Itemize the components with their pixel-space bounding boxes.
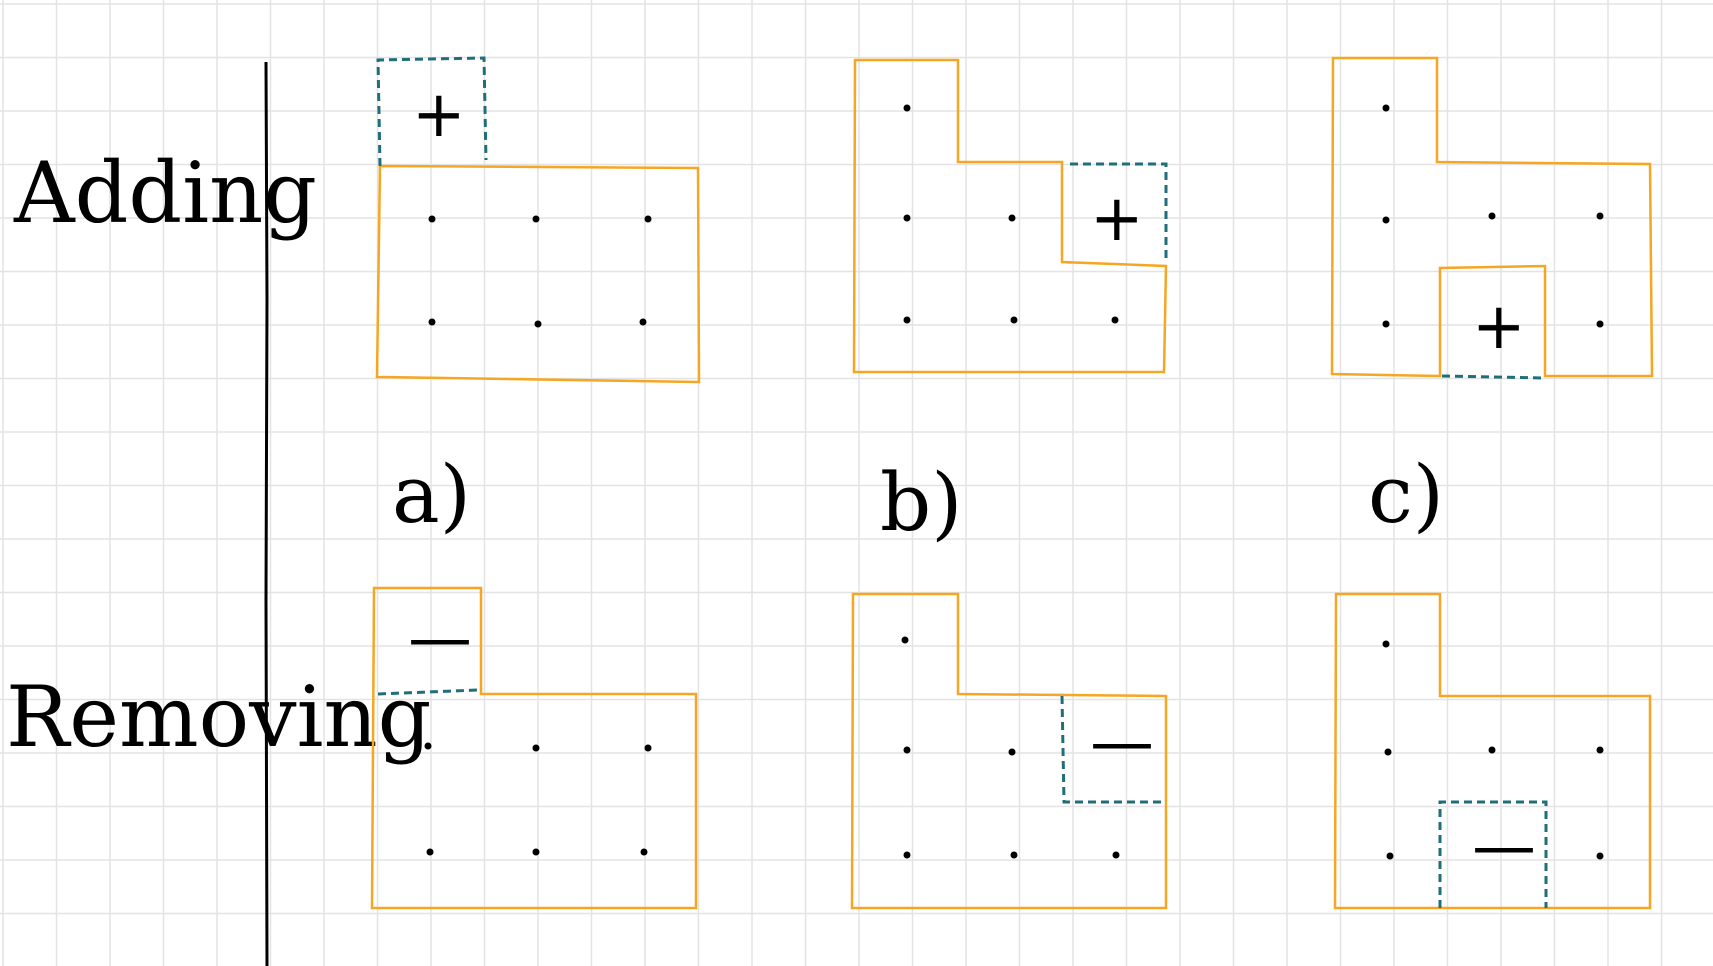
cell-dot	[1596, 746, 1604, 754]
shape-outline	[852, 58, 1168, 374]
cell-dot	[532, 215, 540, 223]
added-cell-outline	[376, 56, 488, 167]
cell-dot	[1596, 212, 1604, 220]
panel-a-removing: —	[370, 586, 698, 910]
cell-dot	[1382, 640, 1390, 648]
cell-dot	[1382, 104, 1390, 112]
cell-dot	[639, 318, 647, 326]
plus-sign: +	[412, 78, 466, 152]
panel-label-c: c)	[1368, 448, 1444, 541]
cell-dot	[532, 848, 540, 856]
cell-dot	[424, 742, 432, 750]
cell-dot	[903, 851, 911, 859]
plus-sign: +	[1472, 290, 1526, 364]
cell-dot	[1008, 748, 1016, 756]
panel-a-adding: +	[375, 56, 701, 384]
shape-outline	[850, 592, 1168, 910]
divider-line	[264, 61, 269, 966]
cell-dot	[644, 744, 652, 752]
cell-dot	[1111, 316, 1119, 324]
cell-dot	[1386, 852, 1394, 860]
added-cell-outline	[1070, 162, 1168, 262]
removed-cell-outline	[1060, 695, 1166, 804]
cell-dot	[426, 848, 434, 856]
row-label-removing: Removing	[6, 668, 431, 766]
cell-dot	[1596, 852, 1604, 860]
added-cell-outline	[1441, 374, 1545, 380]
panel-c-adding: +	[1330, 56, 1654, 380]
panel-label-a: a)	[392, 448, 471, 541]
shape-outline	[370, 586, 698, 910]
cell-dot	[428, 318, 436, 326]
cell-dot	[1596, 320, 1604, 328]
cell-dot	[1112, 851, 1120, 859]
minus-sign: —	[1090, 706, 1154, 780]
cell-dot	[428, 215, 436, 223]
cell-dot	[903, 104, 911, 112]
shape-outline	[375, 164, 701, 384]
cell-dot	[1010, 851, 1018, 859]
cell-dot	[1384, 748, 1392, 756]
row-label-adding: Adding	[13, 144, 317, 242]
removed-cell-outline	[377, 688, 479, 696]
plus-sign: +	[1090, 182, 1144, 256]
panel-b-removing: —	[850, 592, 1168, 910]
minus-sign: —	[1472, 810, 1536, 884]
shape-outline	[1330, 56, 1654, 378]
shape-outline	[1333, 592, 1652, 910]
cell-dot	[1488, 212, 1496, 220]
panel-label-b: b)	[880, 456, 962, 549]
cell-dot	[640, 848, 648, 856]
cell-dot	[1382, 216, 1390, 224]
panel-c-removing: —	[1333, 592, 1652, 910]
cell-dot	[1488, 746, 1496, 754]
grid-dots	[424, 104, 1604, 860]
minus-sign: —	[408, 602, 472, 676]
cell-dot	[534, 320, 542, 328]
cell-dot	[1382, 320, 1390, 328]
cell-dot	[644, 215, 652, 223]
cell-dot	[1010, 316, 1018, 324]
cell-dot	[903, 316, 911, 324]
cell-dot	[1008, 214, 1016, 222]
cell-dot	[903, 746, 911, 754]
panel-b-adding: +	[852, 58, 1168, 374]
cell-dot	[532, 744, 540, 752]
cell-dot	[903, 214, 911, 222]
removed-cell-outline	[1438, 800, 1548, 908]
cell-dot	[901, 636, 909, 644]
